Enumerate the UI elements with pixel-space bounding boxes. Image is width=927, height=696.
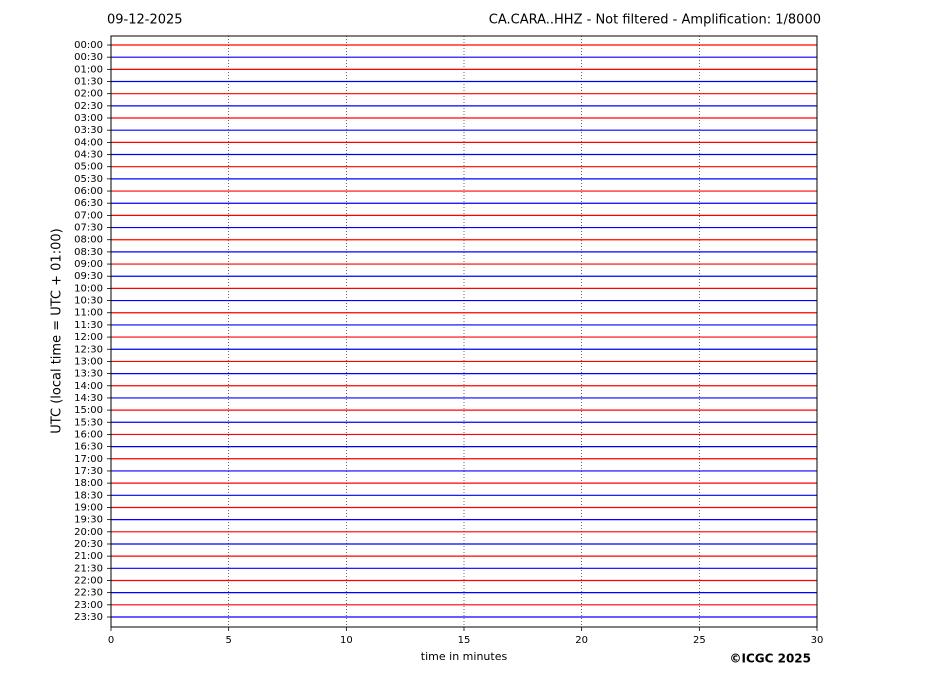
y-tick-label: 05:30 [74, 174, 103, 185]
y-tick-label: 18:00 [74, 478, 103, 489]
x-tick-label: 5 [225, 635, 231, 646]
y-tick-label: 07:00 [74, 210, 103, 221]
copyright: ©ICGC 2025 [729, 652, 811, 666]
y-tick-label: 19:30 [74, 515, 103, 526]
y-tick-label: 19:00 [74, 502, 103, 513]
y-tick-label: 23:30 [74, 612, 103, 623]
y-tick-label: 17:30 [74, 466, 103, 477]
y-tick-label: 21:30 [74, 563, 103, 574]
y-tick-label: 09:00 [74, 259, 103, 270]
y-tick-label: 06:30 [74, 198, 103, 209]
plot-frame [110, 35, 818, 628]
y-tick-label: 12:00 [74, 332, 103, 343]
y-tick-label: 02:00 [74, 89, 103, 100]
y-tick-label: 00:00 [74, 40, 103, 51]
x-axis-label: time in minutes [421, 650, 508, 663]
y-tick-label: 11:30 [74, 320, 103, 331]
y-tick-label: 21:00 [74, 551, 103, 562]
y-tick-label: 08:30 [74, 247, 103, 258]
y-tick-label: 16:00 [74, 429, 103, 440]
y-tick-label: 12:30 [74, 344, 103, 355]
y-tick-label: 14:00 [74, 381, 103, 392]
y-tick-label: 04:00 [74, 137, 103, 148]
y-tick-label: 17:00 [74, 454, 103, 465]
y-tick-label: 18:30 [74, 490, 103, 501]
y-axis-label: UTC (local time = UTC + 01:00) [50, 228, 65, 433]
y-tick-label: 23:00 [74, 600, 103, 611]
y-tick-label: 03:00 [74, 113, 103, 124]
x-tick-label: 10 [340, 635, 353, 646]
y-tick-label: 15:30 [74, 417, 103, 428]
y-tick-label: 07:30 [74, 223, 103, 234]
x-tick-label: 20 [575, 635, 588, 646]
y-tick-label: 09:30 [74, 271, 103, 282]
y-tick-label: 04:30 [74, 150, 103, 161]
y-tick-label: 14:30 [74, 393, 103, 404]
y-tick-label: 11:00 [74, 308, 103, 319]
y-tick-label: 22:00 [74, 575, 103, 586]
y-tick-label: 00:30 [74, 52, 103, 63]
x-tick-label: 0 [108, 635, 114, 646]
y-tick-label: 08:00 [74, 235, 103, 246]
date: 09-12-2025 [107, 13, 183, 28]
y-tick-label: 10:00 [74, 283, 103, 294]
y-tick-label: 10:30 [74, 296, 103, 307]
y-tick-label: 05:00 [74, 162, 103, 173]
y-tick-label: 13:00 [74, 356, 103, 367]
x-tick-label: 25 [693, 635, 706, 646]
y-tick-label: 01:30 [74, 77, 103, 88]
y-tick-label: 15:00 [74, 405, 103, 416]
y-tick-label: 06:00 [74, 186, 103, 197]
y-tick-label: 22:30 [74, 588, 103, 599]
x-tick-label: 30 [811, 635, 824, 646]
chart-title: CA.CARA..HHZ - Not filtered - Amplificat… [489, 13, 821, 28]
x-tick-label: 15 [458, 635, 471, 646]
y-tick-label: 02:30 [74, 101, 103, 112]
y-tick-label: 16:30 [74, 442, 103, 453]
y-tick-label: 20:30 [74, 539, 103, 550]
y-tick-label: 01:00 [74, 64, 103, 75]
y-tick-label: 13:30 [74, 369, 103, 380]
y-tick-label: 03:30 [74, 125, 103, 136]
y-tick-label: 20:00 [74, 527, 103, 538]
